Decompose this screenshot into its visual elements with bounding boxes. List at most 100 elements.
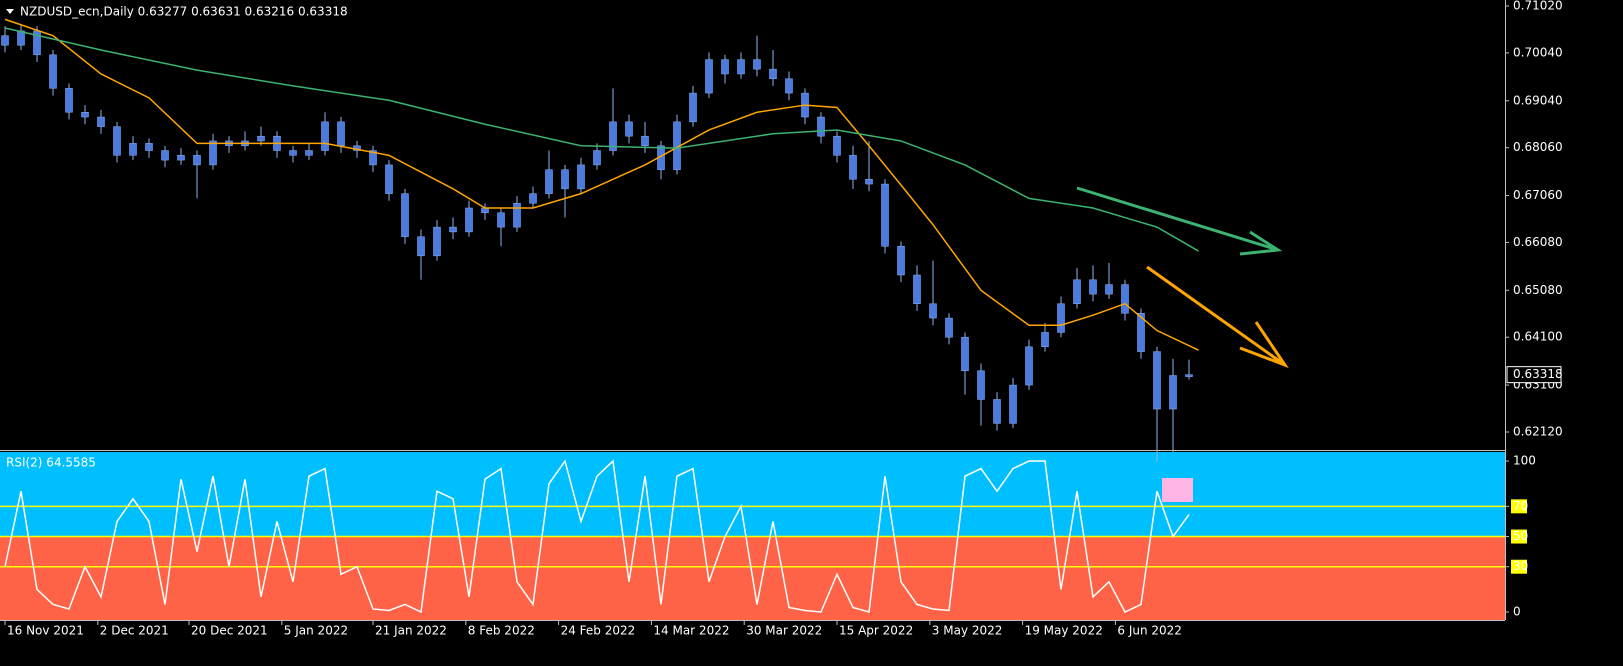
candle-body: [1185, 374, 1193, 377]
x-tick-label: 16 Nov 2021: [7, 624, 84, 638]
ma-line: [4, 27, 1199, 252]
level-label-bg: [1511, 529, 1527, 544]
candle-body: [1057, 303, 1065, 333]
candle-body: [385, 164, 393, 194]
y-tick-label: 0.71020: [1513, 0, 1563, 12]
candle-body: [145, 143, 153, 151]
candle-body: [1089, 279, 1097, 295]
rsi-line: [4, 459, 1190, 614]
candle-body: [849, 155, 857, 180]
y-tick-label: 0.69040: [1513, 93, 1563, 107]
candle-body: [1121, 284, 1129, 314]
candle-body: [497, 212, 505, 228]
candle-body: [1073, 279, 1081, 304]
candle-body: [721, 59, 729, 75]
candle-body: [17, 30, 25, 46]
x-tick-label: 3 May 2022: [932, 624, 1003, 638]
y-tick-label: 0.67060: [1513, 188, 1563, 202]
x-tick-label: 30 Mar 2022: [746, 624, 822, 638]
candle-body: [161, 150, 169, 161]
candle-body: [993, 399, 1001, 424]
candle-body: [177, 155, 185, 161]
candle-body: [513, 202, 521, 228]
rsi-y-tick-label: 0: [1513, 605, 1521, 619]
y-tick-label: 0.68060: [1513, 140, 1563, 154]
candle-body: [833, 135, 841, 156]
candle-body: [545, 169, 553, 194]
y-tick-label: 0.64100: [1513, 330, 1563, 344]
chart-title: NZDUSD_ecn,Daily 0.63277 0.63631 0.63216…: [20, 5, 348, 19]
x-tick-label: 2 Dec 2021: [100, 624, 169, 638]
candle-body: [129, 143, 137, 156]
candle-body: [49, 54, 57, 89]
price-marker-label: 0.63318: [1513, 367, 1563, 381]
candle-body: [1041, 332, 1049, 348]
candle-body: [321, 121, 329, 151]
menu-triangle: [6, 9, 14, 14]
candle-body: [289, 150, 297, 156]
candle-body: [1153, 351, 1161, 410]
x-tick-label: 20 Dec 2021: [191, 624, 268, 638]
ma-line: [4, 18, 1199, 351]
candle-body: [817, 116, 825, 137]
candle-body: [529, 193, 537, 204]
candle-body: [337, 121, 345, 147]
candle-body: [1009, 384, 1017, 424]
candle-body: [609, 121, 617, 151]
x-tick-label: 21 Jan 2022: [375, 624, 447, 638]
candle-body: [881, 183, 889, 247]
arrow-head: [1239, 230, 1283, 256]
candle-body: [257, 135, 265, 142]
candle-body: [1105, 284, 1113, 295]
candle-body: [769, 68, 777, 79]
rsi-y-tick-label: 100: [1513, 454, 1536, 468]
candle-body: [929, 303, 937, 319]
rsi-panel: [0, 452, 1505, 620]
candle-body: [417, 236, 425, 257]
candle-body: [1169, 375, 1177, 410]
candle-body: [737, 59, 745, 75]
x-tick-label: 14 Mar 2022: [653, 624, 729, 638]
candle-body: [433, 226, 441, 257]
candle-body: [625, 121, 633, 137]
y-tick-label: 0.70040: [1513, 45, 1563, 59]
plot-area: [1, 18, 1199, 462]
trend-arrow: [1146, 265, 1289, 369]
candle-body: [977, 370, 985, 400]
candle-body: [1137, 313, 1145, 352]
candle-body: [113, 126, 121, 156]
candle-body: [577, 164, 585, 190]
candle-body: [97, 116, 105, 127]
trend-arrow: [1076, 186, 1283, 256]
candle-body: [753, 59, 761, 70]
candle-body: [785, 78, 793, 94]
candle-body: [865, 179, 873, 185]
candle-body: [193, 155, 201, 166]
candle-body: [945, 317, 953, 338]
rsi-y-tick-label: 70: [1513, 499, 1528, 513]
candle-body: [705, 59, 713, 94]
candle-body: [593, 150, 601, 166]
candle-body: [305, 150, 313, 156]
candle-body: [1025, 346, 1033, 386]
candle-body: [401, 193, 409, 237]
arrow-head: [1239, 321, 1289, 369]
candle-body: [897, 246, 905, 276]
arrow-shaft: [1076, 186, 1279, 252]
candle-body: [1, 35, 9, 46]
highlight-box: [1162, 478, 1193, 502]
candle-body: [689, 92, 697, 123]
level-label-bg: [1511, 499, 1527, 514]
candle-body: [961, 336, 969, 371]
level-label-bg: [1511, 559, 1527, 574]
candle-body: [369, 150, 377, 166]
price-marker: [1506, 366, 1562, 384]
candle-body: [81, 111, 89, 118]
y-tick-label: 0.62120: [1513, 425, 1563, 439]
candle-body: [209, 140, 217, 166]
arrow-shaft: [1146, 265, 1286, 367]
candle-body: [449, 226, 457, 233]
candle-body: [465, 207, 473, 233]
